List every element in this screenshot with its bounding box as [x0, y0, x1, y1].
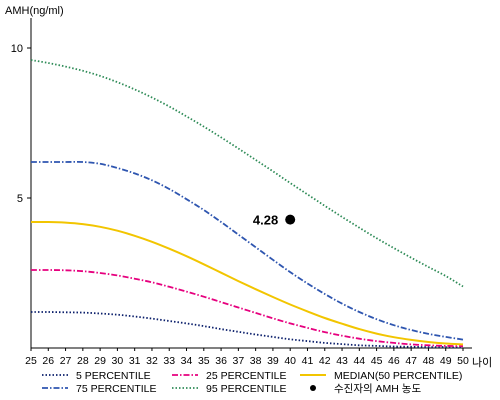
y-ticks: 10 5 — [11, 43, 31, 205]
x-tick-label: 48 — [423, 355, 435, 367]
x-tick-label: 40 — [284, 355, 296, 367]
x-tick-label: 34 — [181, 355, 193, 367]
x-tick-label: 42 — [319, 355, 331, 367]
patient-amh-point — [285, 214, 296, 225]
x-ticks: 25 26 27 28 29 30 31 32 33 34 35 36 37 38 39 40 41 42 43 44… — [25, 348, 469, 367]
legend-label: 수진자의 AMH 농도 — [334, 383, 421, 395]
x-tick-label: 28 — [77, 355, 89, 367]
legend-swatch-point — [310, 385, 316, 391]
y-tick-label: 5 — [17, 193, 23, 205]
x-tick-label: 47 — [405, 355, 417, 367]
x-tick-label: 39 — [267, 355, 279, 367]
x-tick-label: 32 — [146, 355, 158, 367]
legend-label: 25 PERCENTILE — [206, 370, 287, 382]
x-tick-label: 29 — [94, 355, 106, 367]
x-tick-label: 46 — [388, 355, 400, 367]
y-axis-label: AMH(ng/ml) — [5, 5, 64, 17]
series-line-75-percentile — [31, 160, 464, 341]
x-tick-label: 37 — [233, 355, 245, 367]
series-line-5-percentile — [30, 311, 464, 349]
x-tick-label: 26 — [42, 355, 54, 367]
y-tick-label: 10 — [11, 43, 23, 55]
series-line-95-percentile — [30, 59, 464, 288]
x-tick-label: 50 — [457, 355, 469, 367]
x-tick-label: 27 — [60, 355, 72, 367]
x-tick-label: 36 — [215, 355, 227, 367]
series-line-median-50-percentile — [30, 220, 464, 346]
series-line-25-percentile — [30, 269, 464, 348]
series-lines — [30, 59, 464, 349]
x-tick-label: 31 — [129, 355, 141, 367]
x-tick-label: 41 — [302, 355, 314, 367]
x-tick-label: 38 — [250, 355, 262, 367]
x-tick-label: 44 — [353, 355, 365, 367]
x-tick-label: 25 — [25, 355, 37, 367]
x-axis-label: 나이 — [472, 356, 492, 369]
x-tick-label: 49 — [440, 355, 452, 367]
x-tick-label: 30 — [112, 355, 124, 367]
legend-label: 75 PERCENTILE — [76, 383, 157, 395]
x-tick-label: 45 — [371, 355, 383, 367]
legend-label: 95 PERCENTILE — [206, 383, 287, 395]
patient-amh-value-label: 4.28 — [253, 213, 278, 228]
legend-label: 5 PERCENTILE — [76, 370, 151, 382]
x-tick-label: 35 — [198, 355, 210, 367]
axes: AMH(ng/ml) 나이 — [5, 5, 492, 369]
highlight-group: 4.28 — [253, 213, 296, 228]
legend-label: MEDIAN(50 PERCENTILE) — [334, 370, 462, 382]
legend: 5 PERCENTILE 25 PERCENTILE MEDIAN(50 PERCE… — [42, 370, 462, 395]
x-tick-label: 33 — [163, 355, 175, 367]
x-tick-label: 43 — [336, 355, 348, 367]
